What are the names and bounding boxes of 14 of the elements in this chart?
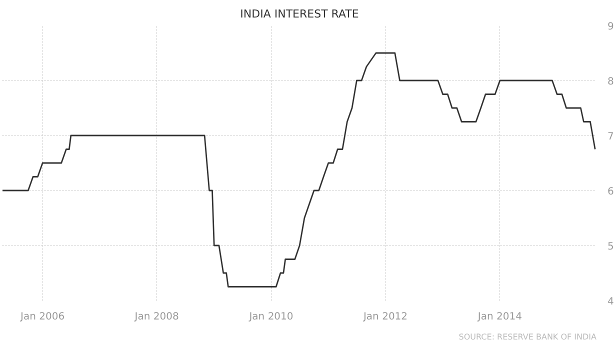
- source-note: SOURCE: RESERVE BANK OF INDIA: [458, 332, 598, 342]
- y-tick-label: 4: [608, 296, 614, 308]
- x-tick-label: Jan 2008: [134, 312, 179, 322]
- y-tick-label: 7: [608, 132, 614, 142]
- x-tick-label: Jan 2014: [476, 312, 522, 322]
- y-tick-label: 9: [608, 22, 614, 32]
- y-tick-label: 6: [608, 186, 614, 198]
- y-tick-label: 5: [608, 242, 614, 252]
- x-tick-label: Jan 2010: [248, 312, 294, 322]
- x-tick-label: Jan 2012: [362, 312, 408, 322]
- x-tick-label: Jan 2006: [20, 312, 65, 322]
- chart-title: INDIA INTEREST RATE: [240, 8, 359, 20]
- y-tick-label: 8: [608, 76, 614, 88]
- line-series: [2, 52, 596, 288]
